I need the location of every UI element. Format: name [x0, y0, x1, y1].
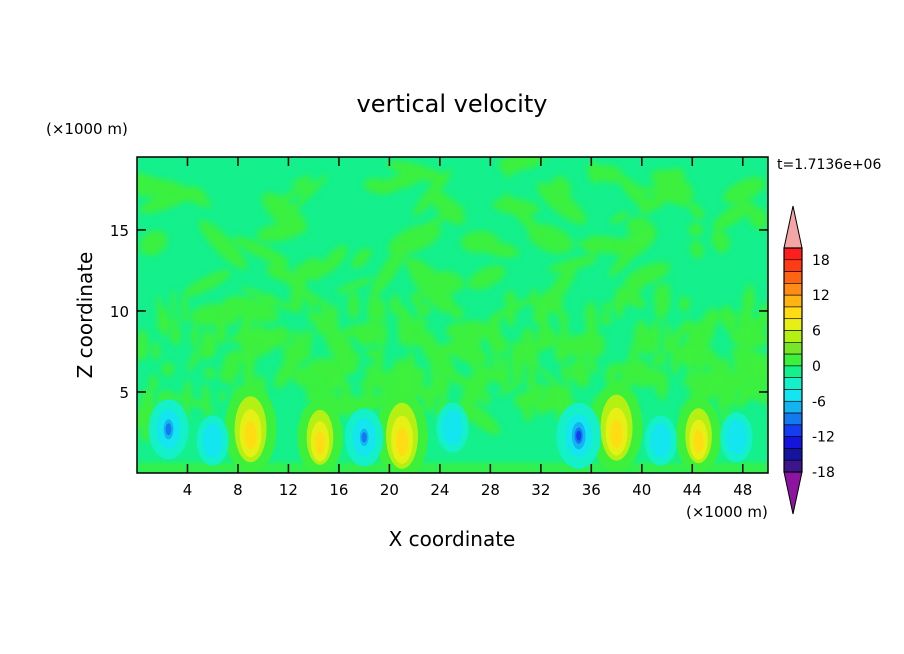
x-tick-label: 20: [380, 481, 399, 499]
downdraft-cell: [644, 415, 677, 466]
x-tick-label: 48: [733, 481, 752, 499]
colorbar-swatch: [783, 389, 803, 402]
x-axis: 4 8 12 16 20 24 28 32 36 40 44 48: [183, 157, 752, 499]
y-unit-label: (×1000 m): [46, 120, 128, 138]
colorbar-swatch: [783, 259, 803, 272]
x-tick-label: 44: [683, 481, 702, 499]
x-tick-label: 40: [632, 481, 651, 499]
x-unit-label: (×1000 m): [686, 503, 768, 521]
colorbar-swatch: [783, 318, 803, 331]
colorbar-tick-label: -12: [812, 430, 835, 446]
downdraft-cell: [148, 399, 189, 460]
colorbar-tick-label: 12: [812, 288, 830, 304]
colorbar-swatch: [783, 424, 803, 437]
colorbar-swatch: [783, 436, 803, 449]
colorbar-swatch: [783, 271, 803, 284]
downdraft-cell: [556, 402, 601, 469]
colorbar-swatch: [783, 377, 803, 390]
y-tick-label: 15: [110, 222, 129, 240]
updraft-cell: [675, 398, 722, 473]
y-tick-label: 5: [119, 384, 129, 402]
x-tick-label: 24: [430, 481, 449, 499]
colorbar-swatch: [783, 353, 803, 367]
x-tick-label: 16: [329, 481, 348, 499]
updraft-cell: [297, 399, 343, 473]
downdraft-cell: [436, 402, 469, 453]
colorbar-swatch: [783, 448, 803, 461]
colorbar-tick-label: 6: [812, 324, 821, 340]
colorbar-overflow-low: [783, 471, 803, 515]
colorbar-tick-label: 18: [812, 253, 830, 269]
y-tick-label: 10: [110, 303, 129, 321]
downdraft-cell: [720, 412, 753, 463]
x-tick-label: 8: [233, 481, 243, 499]
contour-field: [137, 157, 768, 473]
colorbar-swatch: [783, 459, 803, 473]
x-tick-label: 32: [531, 481, 550, 499]
colorbar-swatch: [783, 342, 803, 355]
downdraft-cell: [344, 408, 384, 467]
downdraft-cell: [196, 415, 229, 466]
colorbar-swatch: [783, 247, 803, 261]
chart-title: vertical velocity: [357, 90, 548, 118]
x-tick-label: 28: [481, 481, 500, 499]
colorbar-tick-label: -6: [812, 394, 826, 410]
colorbar-overflow-high: [783, 205, 803, 249]
updraft-cell: [376, 391, 429, 473]
updraft-cell: [224, 385, 277, 473]
colorbar-tick-label: -18: [812, 465, 835, 481]
x-axis-label: X coordinate: [389, 527, 516, 551]
colorbar-swatch: [783, 330, 803, 343]
colorbar-tick-label: 0: [812, 359, 821, 375]
time-label: t=1.7136e+06: [777, 157, 881, 173]
x-tick-label: 4: [183, 481, 193, 499]
colorbar-swatch: [783, 294, 803, 308]
colorbar-frame: [783, 247, 803, 473]
colorbar-swatch: [783, 365, 803, 378]
x-tick-label: 36: [582, 481, 601, 499]
colorbar-swatch: [783, 400, 803, 414]
plot-frame: [136, 156, 769, 474]
x-tick-label: 12: [279, 481, 298, 499]
colorbar: 18 12 6 0 -6 -12 -18: [783, 205, 835, 515]
y-axis-label: Z coordinate: [73, 252, 97, 379]
colorbar-swatch: [783, 283, 803, 296]
vertical-velocity-cells: [148, 383, 753, 473]
colorbar-swatch: [783, 412, 803, 426]
y-axis: 5 10 15: [110, 222, 768, 402]
colorbar-swatch: [783, 306, 803, 320]
updraft-cell: [590, 383, 643, 472]
